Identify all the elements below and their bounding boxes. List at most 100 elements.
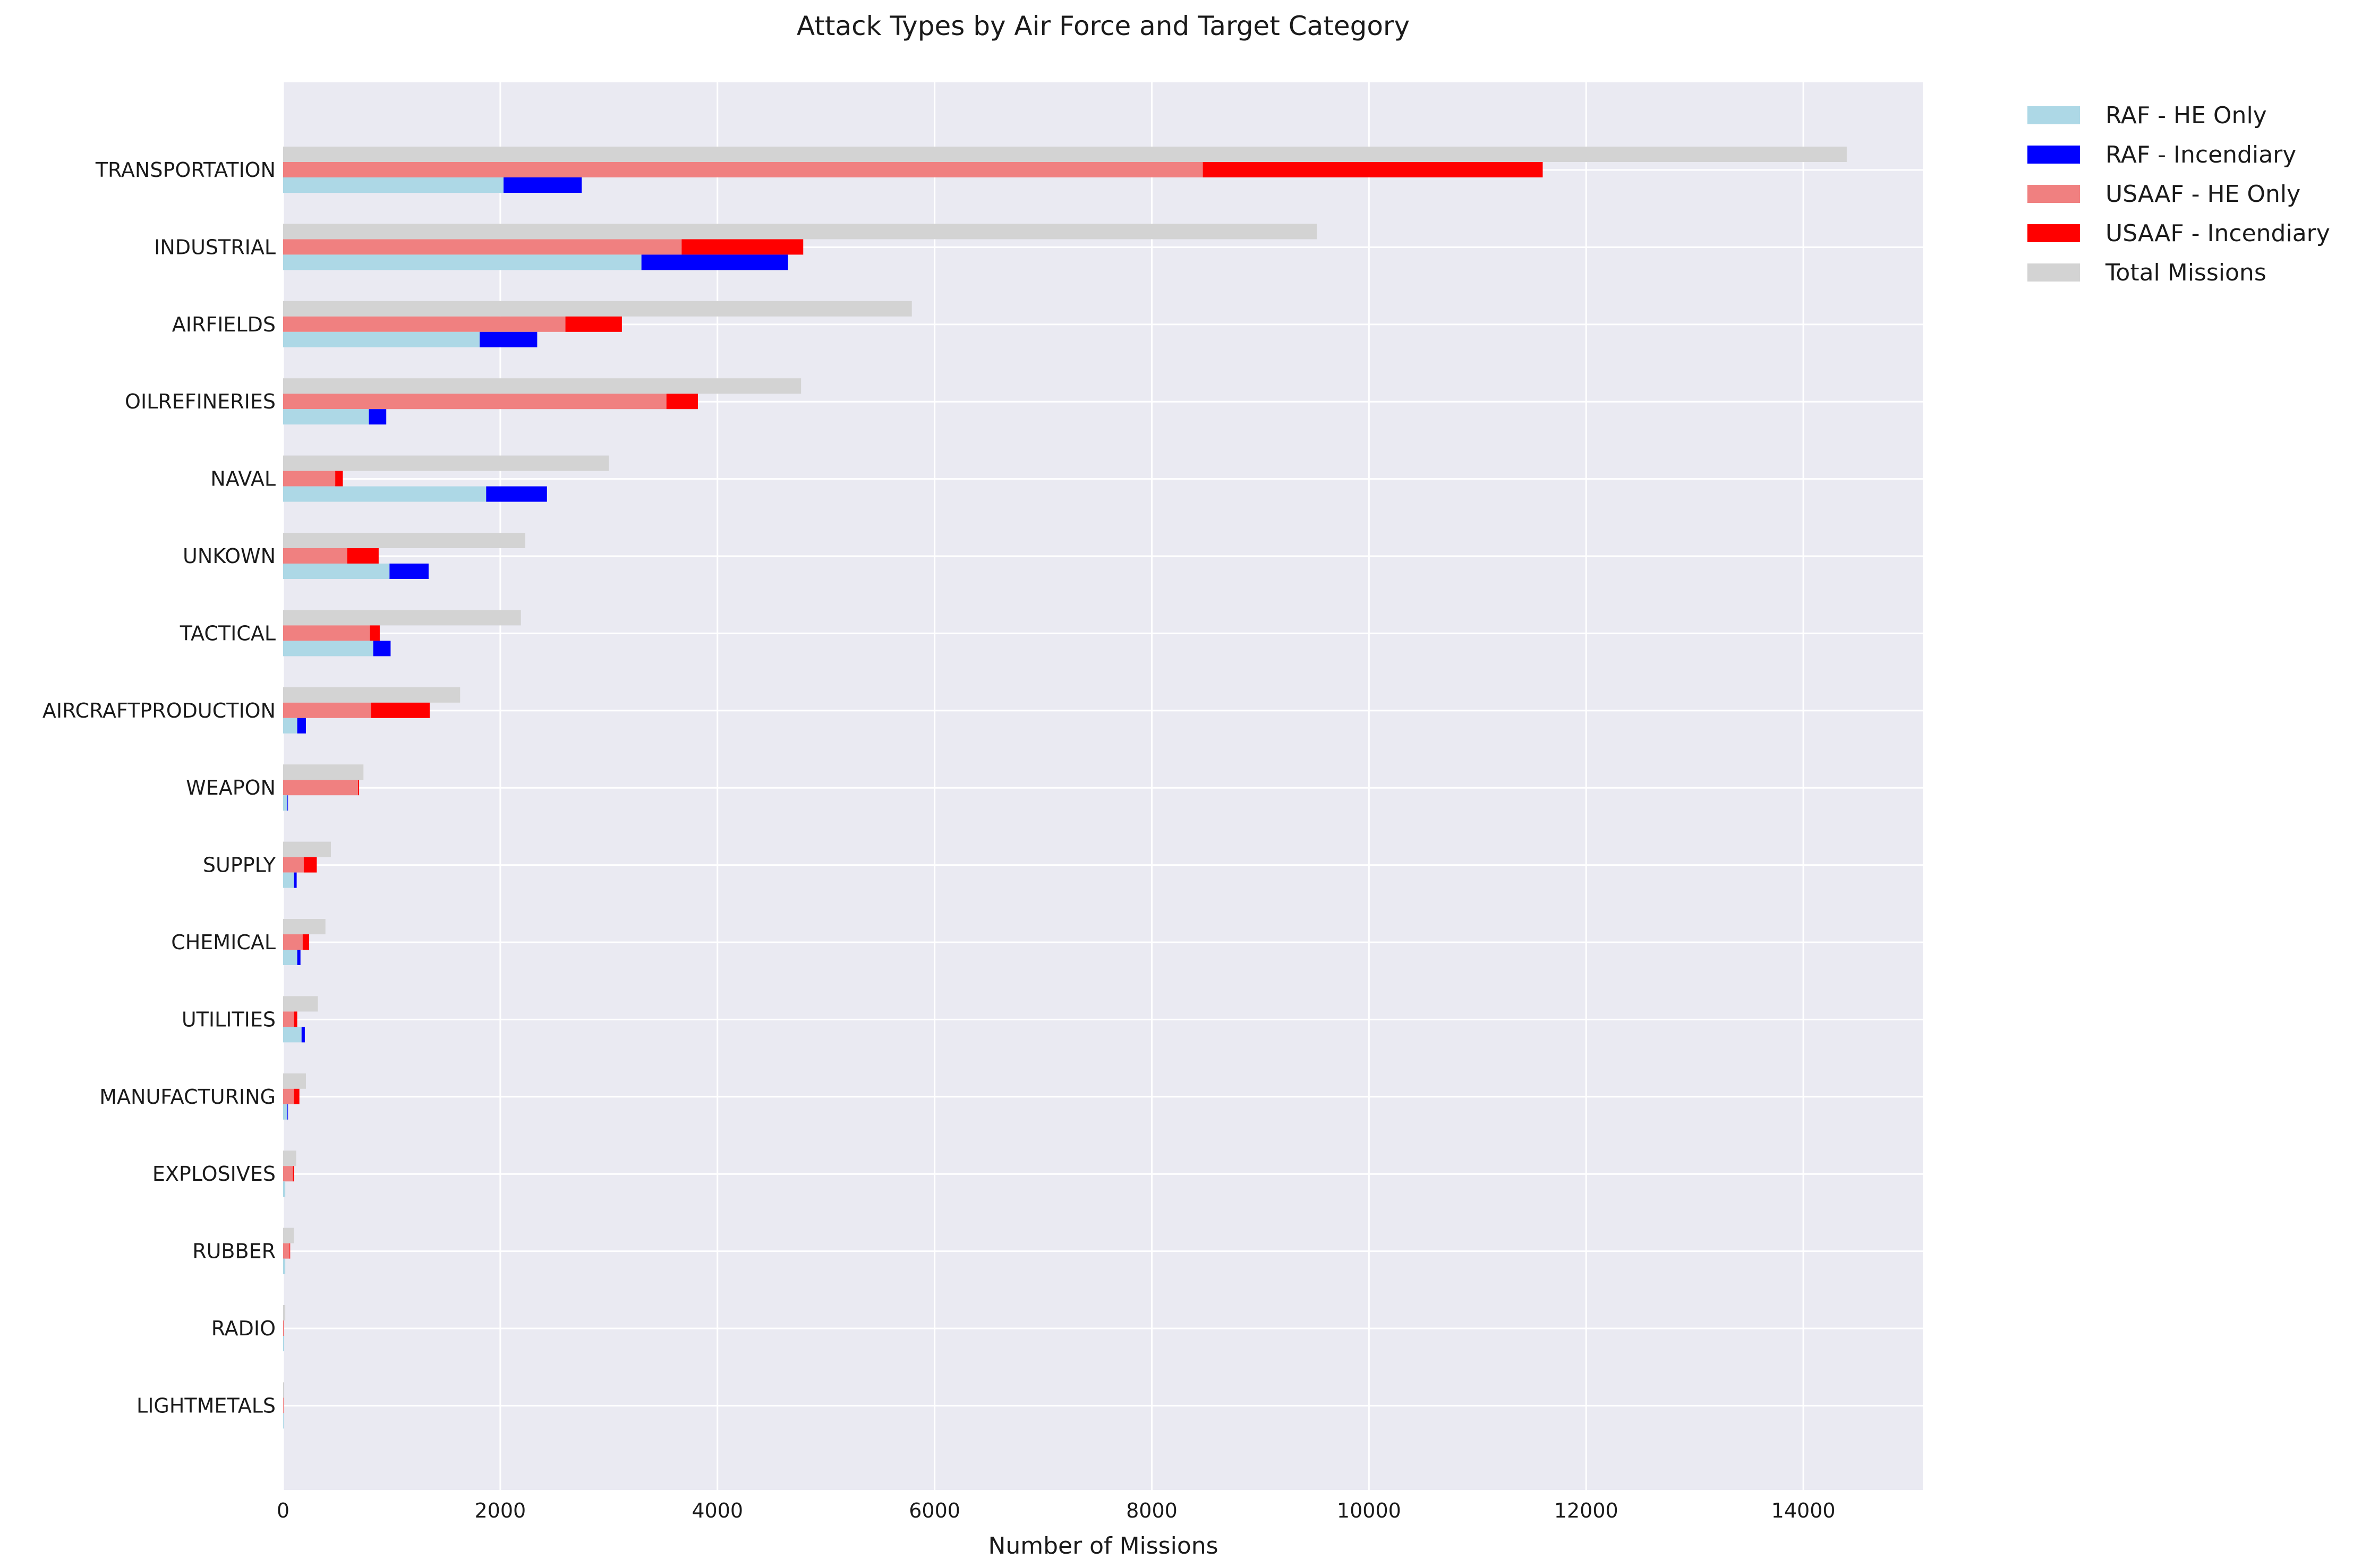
bar-usaaf-incendiary-utilities [294,1011,297,1027]
bar-raf-he-only-weapon [283,795,288,811]
bar-usaaf-he-only-tactical [283,625,370,641]
bar-raf-incendiary-weapon [287,795,288,811]
bars [283,147,1847,1429]
bar-total-missions-airfields [283,301,912,317]
bar-total-missions-unkown [283,533,525,548]
bar-usaaf-incendiary-naval [335,471,343,487]
y-tick-label: CHEMICAL [171,931,276,954]
bar-total-missions-chemical [283,919,326,934]
bar-usaaf-incendiary-explosives [293,1166,294,1182]
x-axis-label: Number of Missions [988,1532,1218,1560]
x-tick-label: 4000 [692,1499,743,1522]
bar-raf-he-only-aircraftproduction [283,718,297,734]
bar-usaaf-he-only-radio [283,1320,285,1336]
bar-usaaf-incendiary-transportation [1203,162,1543,177]
bar-raf-he-only-naval [283,486,487,502]
bar-usaaf-incendiary-industrial [681,239,804,255]
x-tick-label: 10000 [1337,1499,1401,1522]
bar-total-missions-supply [283,841,331,857]
legend-swatch [2027,106,2080,124]
bar-raf-incendiary-airfields [480,331,538,347]
x-tick-label: 8000 [1126,1499,1178,1522]
bar-usaaf-incendiary-weapon [358,780,360,796]
legend-swatch [2027,185,2080,203]
bar-usaaf-incendiary-aircraftproduction [371,702,430,718]
bar-total-missions-industrial [283,224,1317,240]
bar-raf-he-only-utilities [283,1027,302,1043]
bar-usaaf-incendiary-tactical [370,625,380,641]
legend-label: USAAF - Incendiary [2105,220,2330,247]
bar-raf-incendiary-industrial [641,254,788,270]
legend-label: RAF - Incendiary [2105,141,2296,168]
x-tick-label: 6000 [909,1499,960,1522]
bar-raf-he-only-airfields [283,331,480,347]
bar-total-missions-aircraftproduction [283,687,461,703]
y-tick-label: MANUFACTURING [99,1085,276,1109]
bar-total-missions-weapon [283,764,364,780]
bar-total-missions-naval [283,455,609,471]
legend-label: RAF - HE Only [2105,102,2267,129]
legend-swatch [2027,263,2080,282]
legend-swatch [2027,146,2080,164]
legend-label: USAAF - HE Only [2105,181,2300,208]
bar-raf-he-only-explosives [283,1181,286,1197]
y-tick-label: RUBBER [192,1240,276,1263]
bar-usaaf-incendiary-airfields [565,316,622,332]
x-tick-label: 0 [277,1499,289,1522]
bar-usaaf-he-only-airfields [283,316,566,332]
bar-usaaf-incendiary-chemical [302,934,310,950]
y-tick-label: EXPLOSIVES [152,1162,276,1186]
bar-raf-incendiary-chemical [297,950,301,965]
bar-usaaf-he-only-unkown [283,548,347,564]
x-tick-label: 12000 [1554,1499,1618,1522]
bar-total-missions-explosives [283,1151,296,1166]
bar-usaaf-incendiary-manufacturing [294,1088,300,1104]
y-tick-label: TACTICAL [180,621,276,645]
bar-total-missions-lightmetals [283,1382,285,1398]
bar-raf-he-only-industrial [283,254,642,270]
y-tick-label: UTILITIES [182,1008,276,1031]
bar-raf-incendiary-unkown [389,564,429,579]
legend-label: Total Missions [2105,259,2266,286]
bar-raf-incendiary-supply [294,872,297,888]
bar-total-missions-radio [283,1305,286,1320]
bar-total-missions-tactical [283,610,521,626]
bar-usaaf-he-only-transportation [283,162,1203,177]
bar-usaaf-he-only-lightmetals [283,1397,284,1413]
bar-raf-he-only-lightmetals [283,1413,284,1429]
bar-usaaf-he-only-chemical [283,934,303,950]
bar-total-missions-manufacturing [283,1073,306,1089]
y-tick-label: AIRFIELDS [172,313,276,336]
bar-usaaf-he-only-manufacturing [283,1088,294,1104]
bar-total-missions-rubber [283,1228,294,1243]
bar-usaaf-he-only-explosives [283,1166,293,1182]
bar-raf-incendiary-naval [486,486,547,502]
y-tick-label: AIRCRAFTPRODUCTION [42,699,276,722]
legend-swatch [2027,224,2080,242]
x-tick-label: 14000 [1771,1499,1836,1522]
y-tick-label: TRANSPORTATION [95,158,276,182]
y-tick-labels: TRANSPORTATION INDUSTRIAL AIRFIELDS OILREFI… [42,158,276,1417]
bar-usaaf-he-only-rubber [283,1243,290,1259]
bar-raf-he-only-radio [283,1336,285,1351]
bar-total-missions-transportation [283,147,1847,162]
y-tick-label: INDUSTRIAL [154,235,276,259]
bar-usaaf-incendiary-rubber [289,1243,291,1259]
bar-usaaf-he-only-supply [283,857,304,873]
y-tick-label: NAVAL [210,467,276,491]
y-tick-label: SUPPLY [203,854,276,877]
bar-usaaf-he-only-aircraftproduction [283,702,371,718]
legend: RAF - HE Only RAF - Incendiary USAAF - HE … [2027,102,2330,286]
bar-usaaf-he-only-oilrefineries [283,394,667,410]
y-tick-label: RADIO [211,1317,276,1340]
bar-usaaf-he-only-utilities [283,1011,294,1027]
bar-raf-he-only-tactical [283,641,373,657]
bar-raf-incendiary-aircraftproduction [297,718,306,734]
bar-raf-he-only-supply [283,872,294,888]
bar-total-missions-utilities [283,996,318,1012]
x-tick-labels: 0 2000 4000 6000 8000 10000 12000 14000 [277,1499,1836,1522]
y-tick-label: WEAPON [186,776,276,799]
y-tick-label: OILREFINERIES [125,390,276,413]
chart-title: Attack Types by Air Force and Target Cat… [797,11,1410,41]
